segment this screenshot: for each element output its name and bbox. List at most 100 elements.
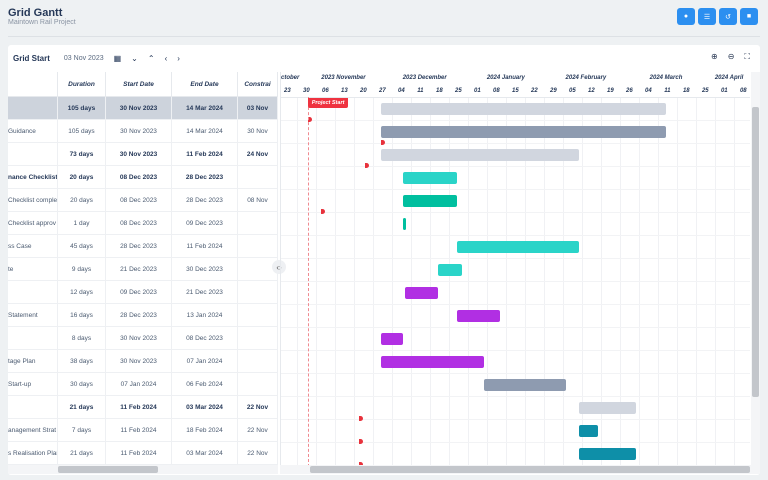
task-bar[interactable] [484,379,566,391]
table-row[interactable]: 12 days 09 Dec 2023 21 Dec 2023 [8,281,278,304]
expand-all-icon[interactable]: ⌄ [131,53,138,63]
grid-start-date[interactable]: 03 Nov 2023 [63,54,104,62]
row-gridline [281,143,750,144]
task-bar[interactable] [402,218,406,230]
table-row[interactable]: 8 days 30 Nov 2023 08 Dec 2023 [8,327,278,350]
column-header-name[interactable] [8,72,58,97]
task-bar[interactable] [579,425,599,437]
task-bar[interactable] [579,448,637,460]
table-row[interactable]: nance Checklist 20 days 08 Dec 2023 28 Dec … [8,166,278,189]
row-gridline [281,396,750,397]
task-bar[interactable] [381,356,485,368]
table-row[interactable]: tage Plan 38 days 30 Nov 2023 07 Jan 2024 [8,350,278,373]
task-bar[interactable] [405,287,438,299]
page-title: Grid Gantt [8,7,63,19]
table-row[interactable]: te 9 days 21 Dec 2023 30 Dec 2023 [8,258,278,281]
table-row[interactable]: Start-up 30 days 07 Jan 2024 06 Feb 2024 [8,373,278,396]
week-label: 18 [436,88,443,94]
cell-name: te [8,258,58,281]
cell-start-date: 08 Dec 2023 [106,212,172,235]
row-gridline [281,442,750,443]
table-row[interactable]: Statement 16 days 28 Dec 2023 13 Jan 2024 [8,304,278,327]
vertical-scrollbar[interactable] [751,72,760,465]
cell-name [8,97,58,120]
cell-end-date: 03 Mar 2024 [172,396,238,419]
calendar-icon[interactable]: ▦ [113,53,122,63]
table-row[interactable]: Guidance 105 days 30 Nov 2023 14 Mar 2024 30… [8,120,278,143]
cell-duration: 1 day [58,212,106,235]
stop-button[interactable]: ■ [740,8,758,25]
cell-end-date: 14 Mar 2024 [172,120,238,143]
cell-end-date: 07 Jan 2024 [172,350,238,373]
cell-constraint [238,235,278,258]
month-label: 2024 February [565,75,607,81]
next-icon[interactable]: › [177,53,180,63]
table-row[interactable]: Checklist comple 20 days 08 Dec 2023 28 Dec… [8,189,278,212]
previous-icon[interactable]: ‹ [164,53,168,63]
task-bar[interactable] [437,264,463,276]
table-row[interactable]: Checklist approv 1 day 08 Dec 2023 09 Dec 2… [8,212,278,235]
row-gridline [281,166,750,167]
table-row[interactable]: ss Case 45 days 28 Dec 2023 11 Feb 2024 [8,235,278,258]
constraint-marker [364,163,369,168]
row-gridline [281,258,750,259]
cell-constraint [238,304,278,327]
list-icon: ☰ [703,13,711,21]
list-button[interactable]: ☰ [698,8,716,25]
task-bar[interactable] [456,310,501,322]
week-label: 18 [682,88,690,94]
cell-constraint: 30 Nov [238,120,278,143]
task-bar[interactable] [402,172,457,184]
table-row[interactable]: 105 days 30 Nov 2023 14 Mar 2024 03 Nov [8,97,278,120]
task-grid: Duration Start Date End Date Constrai 105 da… [8,72,278,465]
month-label: 2024 January [486,75,525,81]
collapse-all-icon[interactable]: ⌃ [147,53,155,63]
cell-constraint: 22 Nov [238,396,278,419]
cell-start-date: 21 Dec 2023 [106,258,172,281]
row-gridline [281,120,750,121]
cell-name [8,327,58,350]
column-header-start-date[interactable]: Start Date [106,72,172,97]
week-label: 12 [587,88,595,94]
column-header-duration[interactable]: Duration [58,72,106,97]
table-row[interactable]: s Realisation Plar 21 days 11 Feb 2024 03 M… [8,442,278,465]
info-button[interactable]: ● [677,8,695,25]
header-actions: ● ☰ ↺ ■ [677,8,758,25]
splitter-handle[interactable]: ‹› [272,260,286,274]
table-row[interactable]: anagement Strat 7 days 11 Feb 2024 18 Feb 2… [8,419,278,442]
cell-end-date: 09 Dec 2023 [172,212,238,235]
task-bar[interactable] [579,402,637,414]
cell-name: Checklist approv [8,212,58,235]
cell-duration: 20 days [58,189,106,212]
cell-constraint: 24 Nov [238,143,278,166]
column-header-constraint[interactable]: Constrai [238,72,278,97]
cell-name [8,396,58,419]
task-bar[interactable] [402,195,457,207]
cell-name: Checklist comple [8,189,58,212]
task-bar[interactable] [381,149,580,161]
task-bar[interactable] [381,333,403,345]
cell-start-date: 30 Nov 2023 [106,143,172,166]
task-bar[interactable] [381,103,666,115]
zoom-in-icon[interactable]: ⊕ [710,52,718,61]
column-header-end-date[interactable]: End Date [172,72,238,97]
cell-start-date: 28 Dec 2023 [106,235,172,258]
undo-button[interactable]: ↺ [719,8,737,25]
toolbar: Grid Start 03 Nov 2023 ▦ ⌄ ⌃ ‹ › [8,45,760,71]
grid-horizontal-scrollbar[interactable] [8,465,278,474]
zoom-out-icon[interactable]: ⊖ [727,52,735,61]
cell-duration: 38 days [58,350,106,373]
gantt-chart: ctober 2023 November 2023 December 2024 Jan… [280,72,750,465]
cell-name: s Realisation Plar [8,442,58,465]
cell-duration: 12 days [58,281,106,304]
task-bar[interactable] [381,126,666,138]
table-row[interactable]: 21 days 11 Feb 2024 03 Mar 2024 22 Nov [8,396,278,419]
table-row[interactable]: 73 days 30 Nov 2023 11 Feb 2024 24 Nov [8,143,278,166]
week-label: 08 [493,88,500,94]
constraint-marker [359,416,364,421]
task-bar[interactable] [456,241,580,253]
gantt-horizontal-scrollbar[interactable] [280,465,760,474]
fit-icon[interactable]: ⛶ [744,52,750,61]
cell-duration: 16 days [58,304,106,327]
cell-constraint [238,350,278,373]
